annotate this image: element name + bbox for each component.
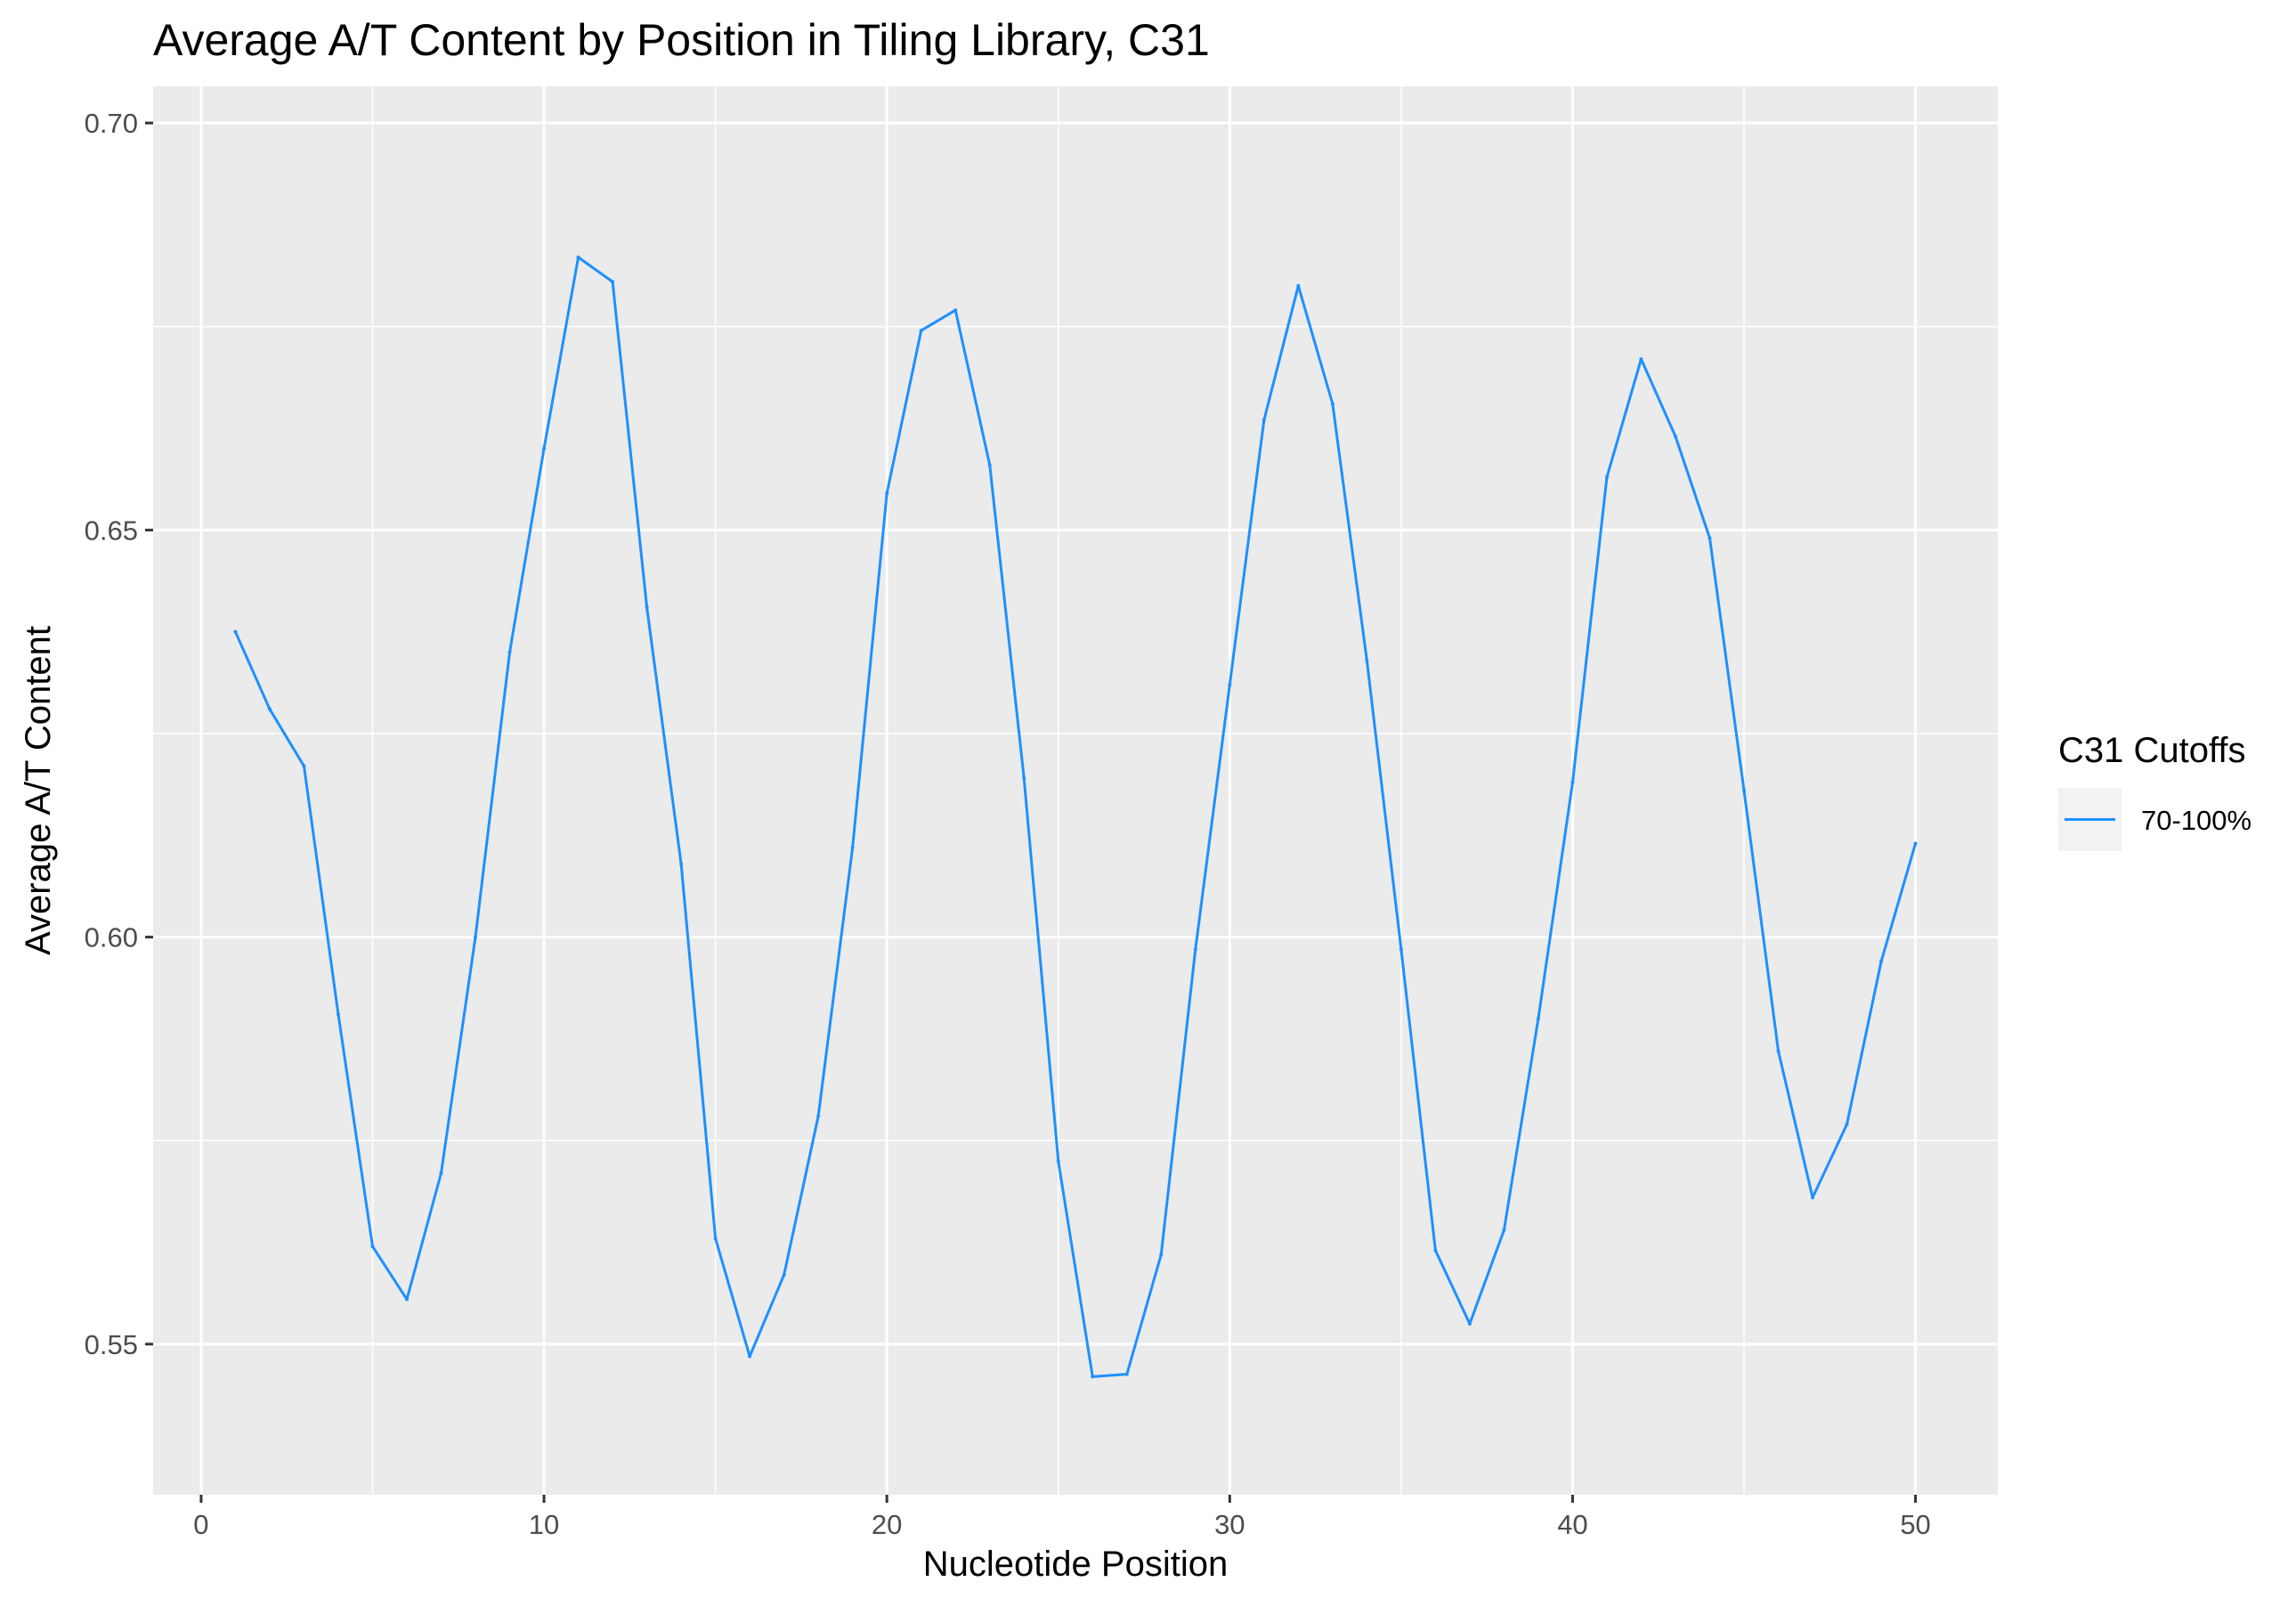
x-axis-title: Nucleotide Position [923,1545,1228,1584]
data-point [1811,1196,1815,1200]
data-point [885,491,889,496]
data-point [1022,776,1026,781]
data-point [507,650,512,654]
data-point [1913,841,1918,846]
data-point [713,1236,718,1240]
data-point [1056,1159,1060,1164]
data-point [1365,658,1369,662]
data-point [1879,960,1884,964]
y-tick-label: 0.60 [85,922,138,953]
data-point [1742,789,1747,792]
data-point [1776,1049,1781,1053]
x-axis: 0 10 20 30 40 50 [193,1495,1931,1540]
data-point [1124,1372,1129,1376]
data-point [1467,1321,1472,1326]
data-point [267,707,272,711]
x-tick-label: 30 [1214,1509,1245,1540]
data-point [748,1354,752,1359]
data-point [1262,418,1266,422]
series-line [234,256,1918,1378]
x-tick-label: 40 [1557,1509,1587,1540]
data-point [1296,284,1301,288]
data-point [1536,1017,1540,1021]
legend: C31 Cutoffs 70-100% [2058,731,2251,851]
y-axis: 0.55 0.60 0.65 0.70 [85,108,153,1360]
data-point [1433,1248,1438,1253]
data-point [1708,536,1712,540]
data-point [1399,947,1403,952]
data-point [1604,475,1609,479]
data-point [611,280,615,284]
data-point [1845,1122,1849,1126]
y-tick-label: 0.55 [85,1329,138,1360]
data-point [1639,357,1643,361]
data-point [850,846,855,850]
data-point [987,463,992,467]
chart-title: Average A/T Content by Position in Tilin… [153,15,1210,65]
data-point [474,935,478,939]
data-point [919,329,923,333]
data-point [1228,683,1232,687]
data-point [782,1273,786,1278]
data-point [1091,1375,1095,1379]
data-point [645,605,649,610]
data-point [542,446,547,450]
data-point [1502,1228,1506,1232]
x-tick-label: 50 [1900,1509,1930,1540]
data-point [576,256,580,260]
legend-title: C31 Cutoffs [2058,731,2246,770]
data-point [1330,402,1335,406]
data-point [1159,1253,1164,1257]
y-axis-title: Average A/T Content [19,626,58,955]
data-point [816,1114,821,1118]
series-layer [233,256,1918,1379]
data-point [370,1245,375,1249]
data-point [302,764,306,768]
x-tick-label: 20 [872,1509,902,1540]
plot-panel [153,86,1998,1495]
data-point [679,862,684,866]
x-tick-label: 0 [193,1509,208,1540]
data-point [1673,434,1677,439]
x-tick-label: 10 [529,1509,559,1540]
data-point [1570,780,1575,784]
data-point [336,1012,340,1017]
y-tick-label: 0.70 [85,108,138,139]
data-point [233,629,238,634]
data-point [404,1297,409,1302]
legend-label: 70-100% [2141,805,2251,836]
y-tick-label: 0.65 [85,515,138,546]
data-point [439,1171,443,1175]
data-point [1193,947,1197,952]
data-point [953,308,958,312]
